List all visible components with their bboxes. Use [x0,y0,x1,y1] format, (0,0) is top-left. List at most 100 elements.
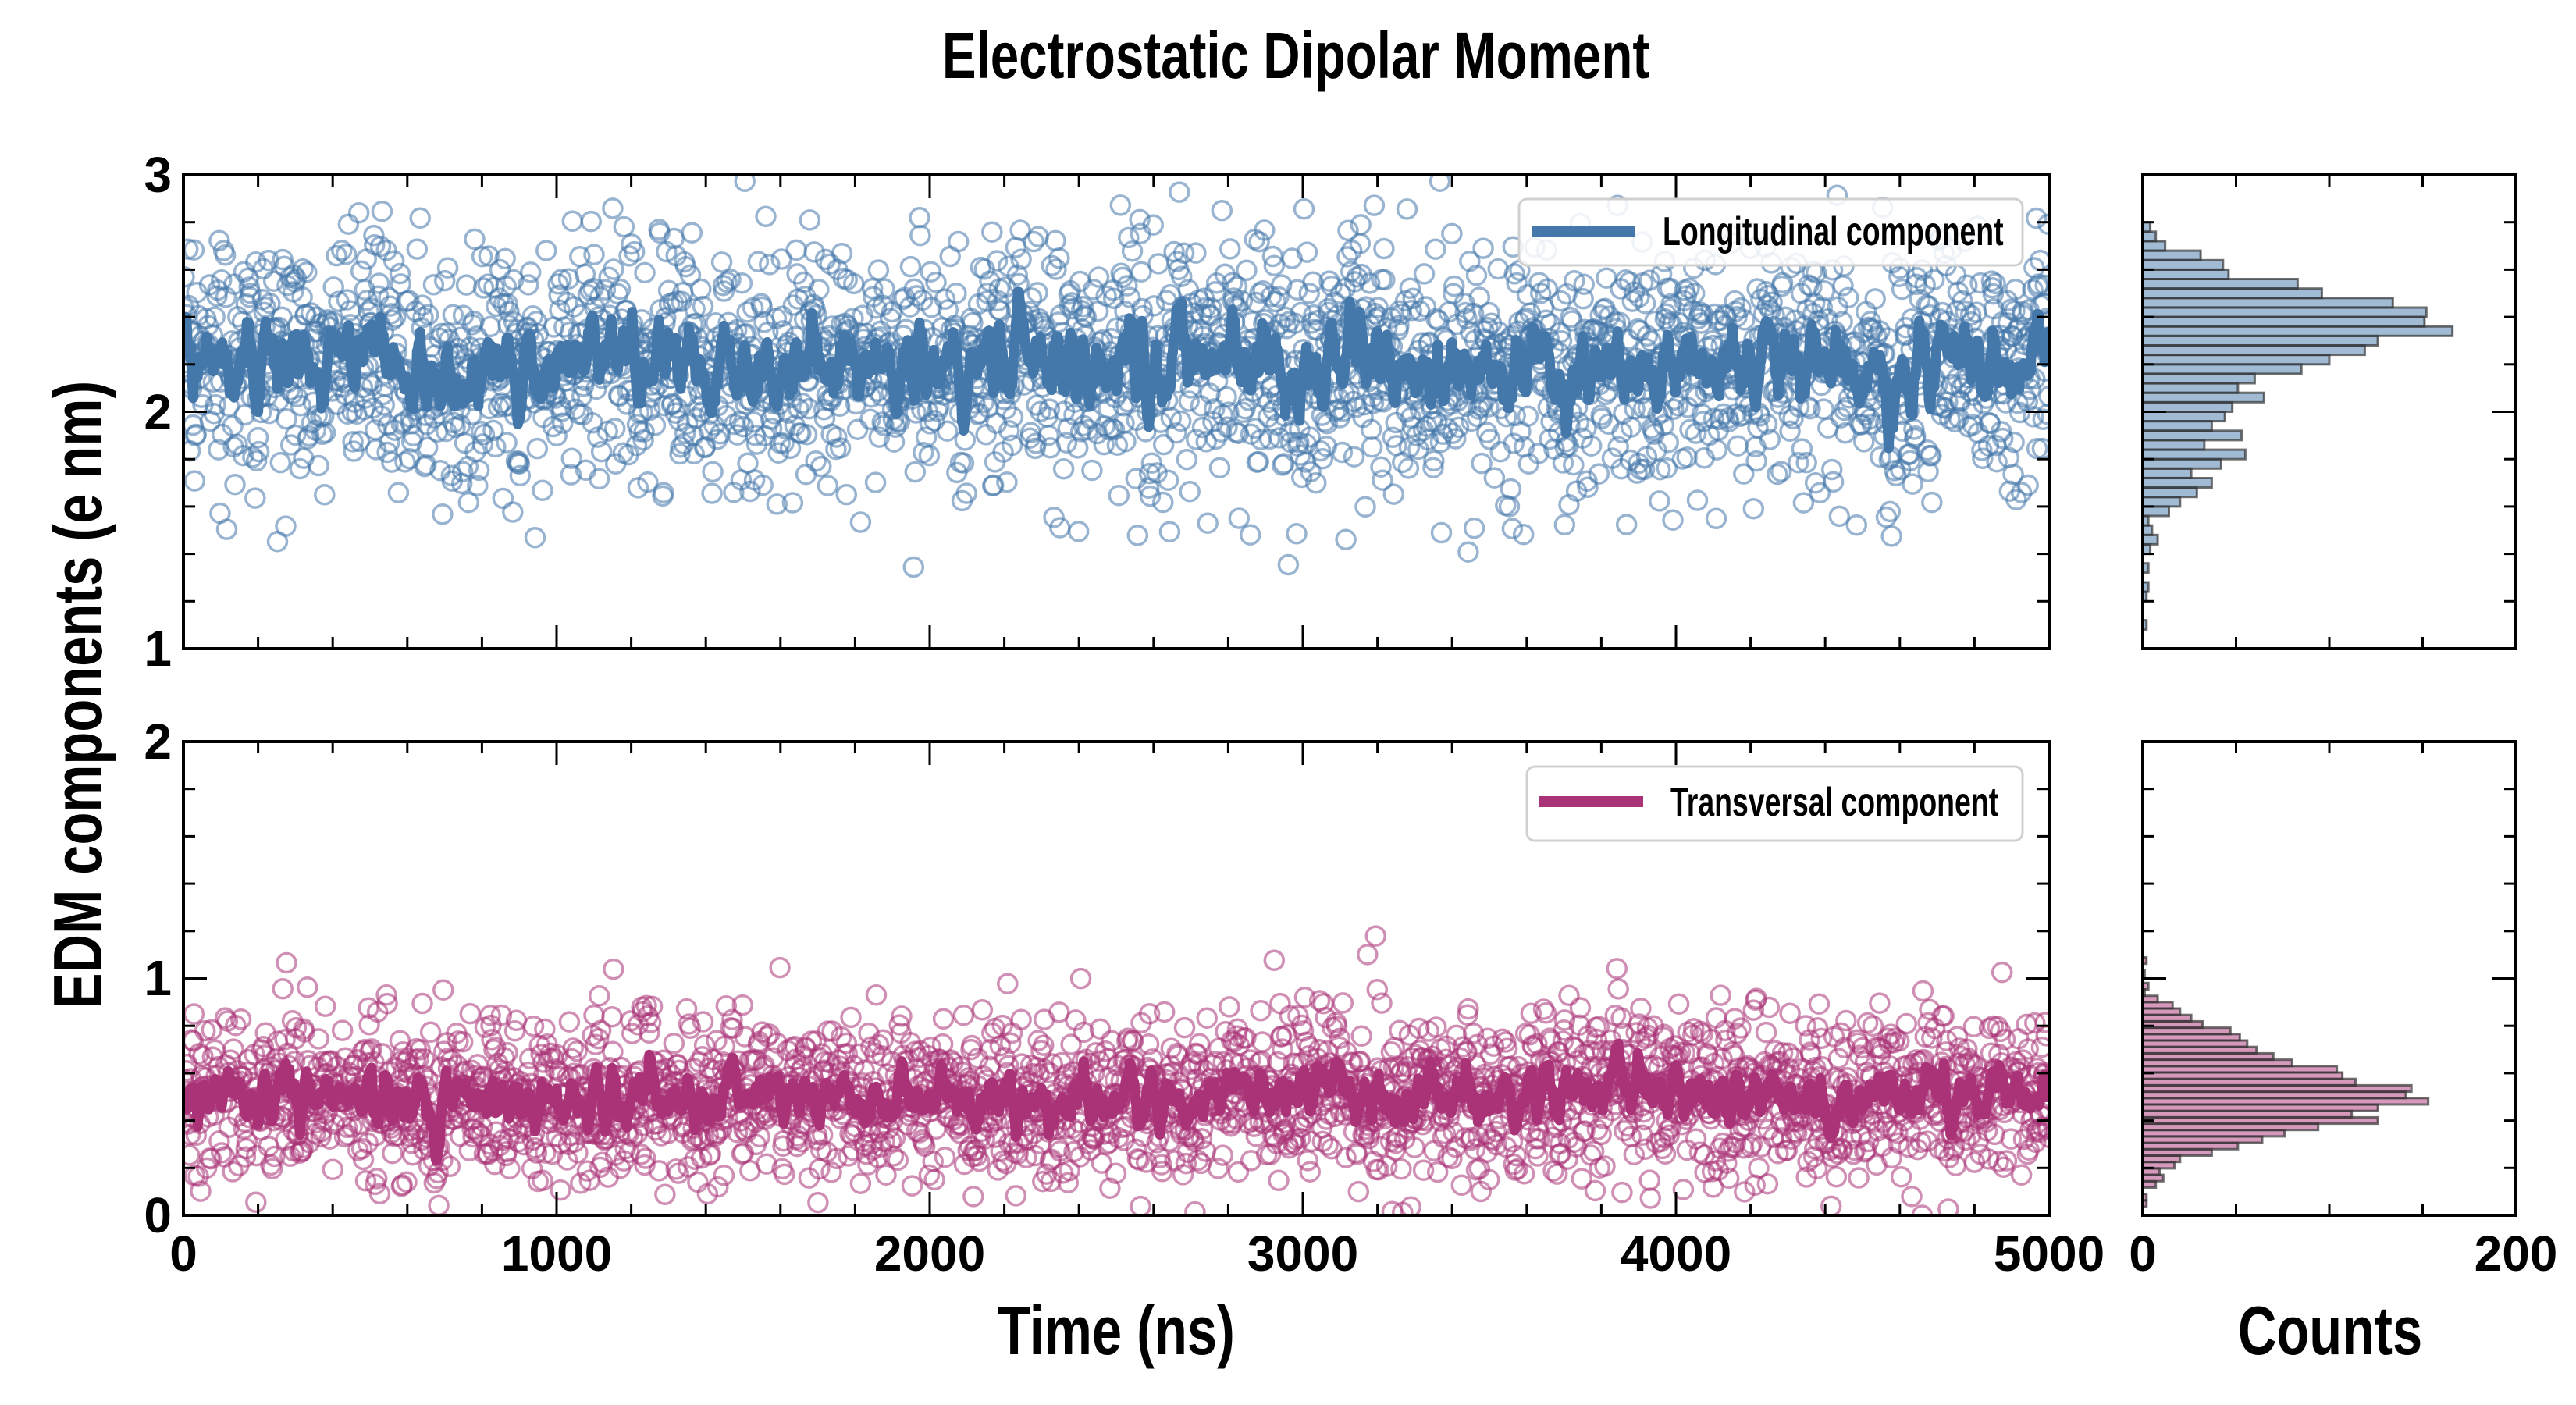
scatter-point [774,418,796,439]
scatter-point [932,1008,955,1030]
scatter-point [389,262,411,285]
scatter-point [398,290,420,311]
scatter-point [1853,431,1875,453]
scatter-point [1288,432,1310,454]
scatter-point [1268,1169,1290,1192]
scatter-point [244,487,266,509]
scatter-point [1879,500,1902,523]
scatter-point [1228,507,1251,529]
scatter-point [1400,300,1422,322]
scatter-point [526,437,549,460]
scatter-point [183,1003,205,1025]
scatter-point [1055,432,1078,454]
scatter-point [923,1168,945,1191]
scatter-point [479,315,501,338]
scatter-point [693,1034,716,1056]
scatter-point [1848,1167,1870,1189]
scatter-point [560,464,582,486]
scatter-point [1880,525,1902,547]
scatter-point [803,241,825,263]
scatter-point [1199,382,1221,404]
scatter-point [524,526,546,549]
scatter-point [1811,297,1834,318]
scatter-point [1774,306,1797,329]
scatter-point [1472,237,1494,259]
scatter-point [1002,406,1024,429]
scatter-point [1895,1012,1918,1035]
scatter-point [1340,261,1362,283]
scatter-point [314,484,336,506]
scatter-point [459,1002,482,1025]
scatter-point [1799,397,1821,420]
scatter-point [1443,275,1465,297]
scatter-point [1045,258,1067,280]
scatter-point [1441,222,1463,245]
scatter-point [208,229,230,252]
scatter-point [1184,1200,1206,1215]
scatter-point [1623,1144,1646,1165]
scatter-point [1676,446,1698,468]
scatter-point [1756,413,1778,435]
scatter-point [1027,226,1049,247]
scatter-point [1052,458,1075,480]
scatter-point [1044,229,1066,252]
scatter-point [1066,437,1089,459]
scatter-point [1254,219,1276,241]
scatter-point [382,250,405,272]
scatter-point [498,301,520,323]
scatter-point [1901,1186,1923,1208]
scatter-point [429,459,451,482]
scatter-point [1169,181,1190,203]
scatter-point [997,973,1019,994]
scatter-point [1831,311,1853,333]
scatter-point [1268,427,1290,449]
scatter-point [337,213,360,235]
scatter-point [1517,405,1539,427]
scatter-point [1130,1195,1151,1215]
scatter-point [215,518,238,540]
scatter-point [1921,491,1943,514]
scatter-point [422,274,445,296]
scatter-point [1396,198,1418,220]
scatter-point [508,453,531,475]
scatter-point [1770,461,1792,482]
scatter-point [1569,997,1592,1019]
scatter-point [1208,457,1231,478]
scatter-point [1397,457,1420,479]
scatter-point [1226,276,1248,297]
scatter-point [683,443,705,464]
scatter-point [1006,264,1029,286]
scatter-point [923,410,945,432]
scatter-point [1197,512,1219,534]
scatter-point [1663,398,1685,421]
scatter-point [1247,450,1269,473]
scatter-point [1293,197,1315,220]
scatter-point [550,1179,571,1201]
scatter-point [1649,490,1670,512]
scatter-point [1563,454,1585,476]
scatter-point [336,289,358,311]
scatter-point [232,444,254,467]
scatter-point [799,209,821,231]
scatter-point [1354,496,1376,518]
scatter-point [1388,315,1410,336]
scatter-point [363,224,385,247]
scatter-point [674,422,696,445]
scatter-point [669,443,691,465]
scatter-point [687,1171,709,1193]
scatter-point [759,254,781,276]
scatter-point [1779,420,1801,442]
scatter-point [751,296,773,318]
scatter-point [416,436,439,459]
scatter-point [1423,450,1445,472]
scatter-point [1639,1187,1662,1209]
scatter-point [550,269,572,290]
scatter-point [981,221,1003,243]
scatter-point [1010,248,1032,270]
scatter-point [1231,290,1253,312]
scatter-point [276,408,297,430]
scatter-point [1142,214,1165,236]
scatter-point [973,391,994,414]
scatter-point [1822,471,1845,493]
scatter-point [1364,925,1387,947]
